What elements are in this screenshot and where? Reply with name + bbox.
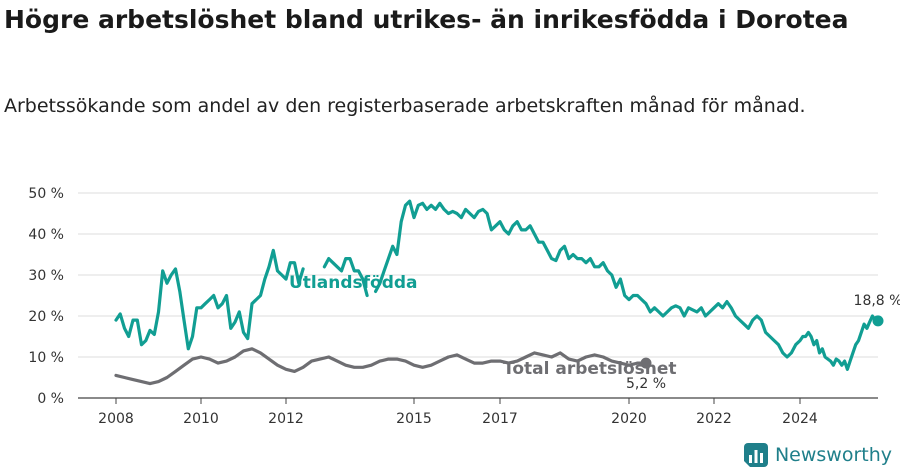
brand-name: Newsworthy xyxy=(774,444,892,466)
chart-title: Högre arbetslöshet bland utrikes- än inr… xyxy=(4,5,849,34)
series-lines xyxy=(114,199,884,386)
series-end-point xyxy=(872,315,884,327)
y-tick-label: 10 % xyxy=(28,350,64,366)
y-tick-label: 20 % xyxy=(28,309,64,325)
y-tick-label: 50 % xyxy=(28,186,64,202)
x-tick-label: 2010 xyxy=(183,411,219,427)
series-line-0-segment-2 xyxy=(374,199,880,371)
x-axis-ticks: 2008 2010 2012 2015 2017 2020 2022 2024 xyxy=(98,398,818,427)
y-tick-label: 0 % xyxy=(37,391,64,407)
series-labels: 18,8 % 5,2 % Utlandsfödda Total arbetslöshe… xyxy=(289,273,900,392)
x-tick-label: 2008 xyxy=(98,411,134,427)
y-axis-ticks: 0 % 10 % 20 % 30 % 40 % 50 % xyxy=(28,186,64,407)
series-line-1-segment-0 xyxy=(114,347,648,386)
x-tick-label: 2022 xyxy=(696,411,732,427)
series-end-value-label: 18,8 % xyxy=(854,293,900,309)
newsworthy-logo-icon xyxy=(743,443,768,467)
x-tick-label: 2012 xyxy=(268,411,304,427)
chart-subtitle: Arbetssökande som andel av den registerb… xyxy=(4,95,806,117)
grid-lines xyxy=(78,192,878,399)
series-name-label: Utlandsfödda xyxy=(289,273,418,293)
y-tick-label: 40 % xyxy=(28,227,64,243)
x-tick-label: 2015 xyxy=(396,411,432,427)
x-tick-label: 2017 xyxy=(482,411,518,427)
brand-logo: Newsworthy xyxy=(743,442,892,468)
y-tick-label: 30 % xyxy=(28,268,64,284)
series-name-label: Total arbetslöshet xyxy=(503,359,677,379)
series-end-value-label: 5,2 % xyxy=(626,376,666,392)
x-tick-label: 2020 xyxy=(611,411,647,427)
series-end-point xyxy=(640,357,652,369)
x-tick-label: 2024 xyxy=(782,411,818,427)
series-line-0-segment-1 xyxy=(322,257,369,298)
series-line-0-segment-0 xyxy=(114,248,305,351)
